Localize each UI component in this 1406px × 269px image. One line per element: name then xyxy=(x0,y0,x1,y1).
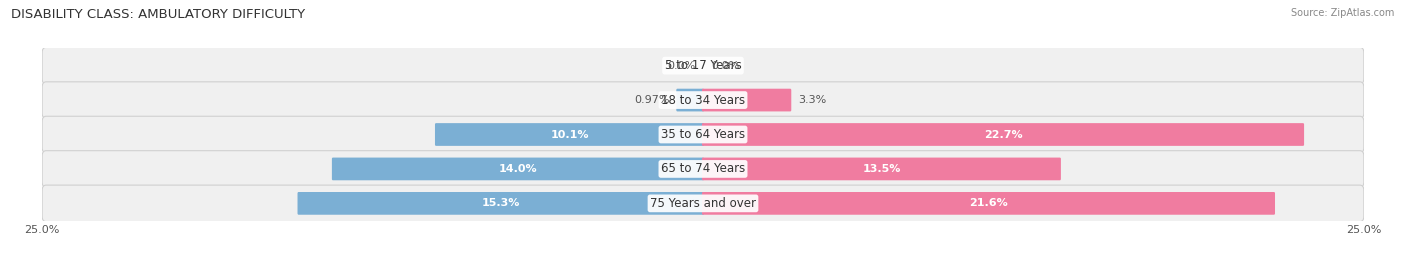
Text: 22.7%: 22.7% xyxy=(984,129,1022,140)
FancyBboxPatch shape xyxy=(42,151,1364,187)
Text: 35 to 64 Years: 35 to 64 Years xyxy=(661,128,745,141)
FancyBboxPatch shape xyxy=(332,158,704,180)
FancyBboxPatch shape xyxy=(434,123,704,146)
FancyBboxPatch shape xyxy=(676,89,704,111)
Text: 5 to 17 Years: 5 to 17 Years xyxy=(665,59,741,72)
FancyBboxPatch shape xyxy=(42,82,1364,118)
FancyBboxPatch shape xyxy=(298,192,704,215)
Text: 18 to 34 Years: 18 to 34 Years xyxy=(661,94,745,107)
Text: 0.0%: 0.0% xyxy=(711,61,740,71)
Text: 0.97%: 0.97% xyxy=(634,95,669,105)
FancyBboxPatch shape xyxy=(702,192,1275,215)
Text: 75 Years and over: 75 Years and over xyxy=(650,197,756,210)
FancyBboxPatch shape xyxy=(702,158,1062,180)
FancyBboxPatch shape xyxy=(702,123,1305,146)
Text: 21.6%: 21.6% xyxy=(969,198,1008,208)
Text: 15.3%: 15.3% xyxy=(482,198,520,208)
FancyBboxPatch shape xyxy=(42,47,1364,84)
FancyBboxPatch shape xyxy=(42,116,1364,153)
Text: 0.0%: 0.0% xyxy=(666,61,695,71)
FancyBboxPatch shape xyxy=(702,89,792,111)
Text: Source: ZipAtlas.com: Source: ZipAtlas.com xyxy=(1291,8,1395,18)
Text: DISABILITY CLASS: AMBULATORY DIFFICULTY: DISABILITY CLASS: AMBULATORY DIFFICULTY xyxy=(11,8,305,21)
Text: 13.5%: 13.5% xyxy=(862,164,901,174)
Text: 10.1%: 10.1% xyxy=(550,129,589,140)
Text: 14.0%: 14.0% xyxy=(499,164,537,174)
FancyBboxPatch shape xyxy=(42,185,1364,222)
Text: 3.3%: 3.3% xyxy=(799,95,827,105)
Text: 65 to 74 Years: 65 to 74 Years xyxy=(661,162,745,175)
